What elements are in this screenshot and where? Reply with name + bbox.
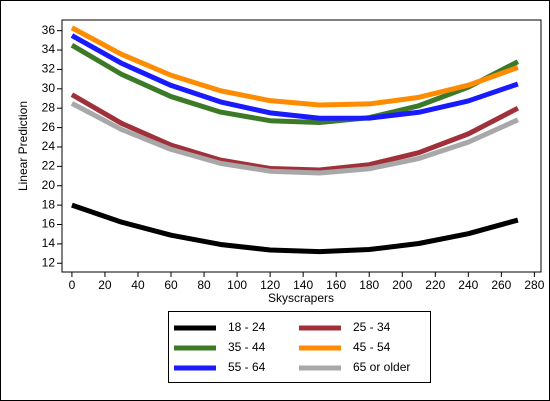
legend-label: 65 or older xyxy=(353,360,410,374)
series-line xyxy=(70,101,519,176)
y-tick-label: 32 xyxy=(42,62,56,76)
x-tick-label: 220 xyxy=(425,278,445,292)
x-tick-label: 20 xyxy=(98,278,112,292)
y-tick-label: 20 xyxy=(42,178,56,192)
legend-label: 35 - 44 xyxy=(228,340,266,354)
y-tick-label: 12 xyxy=(42,255,56,269)
x-tick-label: 0 xyxy=(69,278,76,292)
x-tick-label: 60 xyxy=(164,278,178,292)
x-tick-label: 120 xyxy=(260,278,280,292)
series-line xyxy=(70,33,519,121)
x-axis-title: Skyscrapers xyxy=(268,291,334,305)
y-tick-label: 18 xyxy=(42,197,56,211)
x-tick-label: 280 xyxy=(524,278,544,292)
x-tick-label: 40 xyxy=(131,278,145,292)
x-tick-label: 240 xyxy=(458,278,478,292)
x-tick-label: 100 xyxy=(227,278,247,292)
series-line xyxy=(71,202,519,255)
x-tick-label: 80 xyxy=(197,278,211,292)
y-tick-label: 26 xyxy=(42,120,56,134)
legend-label: 25 - 34 xyxy=(353,320,391,334)
plot-frame xyxy=(61,19,542,273)
x-tick-label: 160 xyxy=(326,278,346,292)
y-tick-label: 36 xyxy=(42,23,56,37)
x-tick-label: 200 xyxy=(392,278,412,292)
series-line xyxy=(70,92,520,173)
y-tick-label: 30 xyxy=(42,81,56,95)
series-line xyxy=(70,43,520,126)
legend-label: 55 - 64 xyxy=(228,360,266,374)
y-tick-label: 34 xyxy=(42,42,56,56)
x-tick-label: 140 xyxy=(293,278,313,292)
y-tick-label: 22 xyxy=(42,159,56,173)
x-tick-label: 180 xyxy=(359,278,379,292)
y-tick-label: 16 xyxy=(42,217,56,231)
legend-label: 45 - 54 xyxy=(353,340,391,354)
y-tick-label: 24 xyxy=(42,139,56,153)
legend-label: 18 - 24 xyxy=(228,320,266,334)
y-tick-label: 14 xyxy=(42,236,56,250)
y-axis-title: Linear Prediction xyxy=(16,101,30,191)
y-tick-label: 28 xyxy=(42,100,56,114)
series-line xyxy=(70,25,519,108)
x-tick-label: 260 xyxy=(491,278,511,292)
